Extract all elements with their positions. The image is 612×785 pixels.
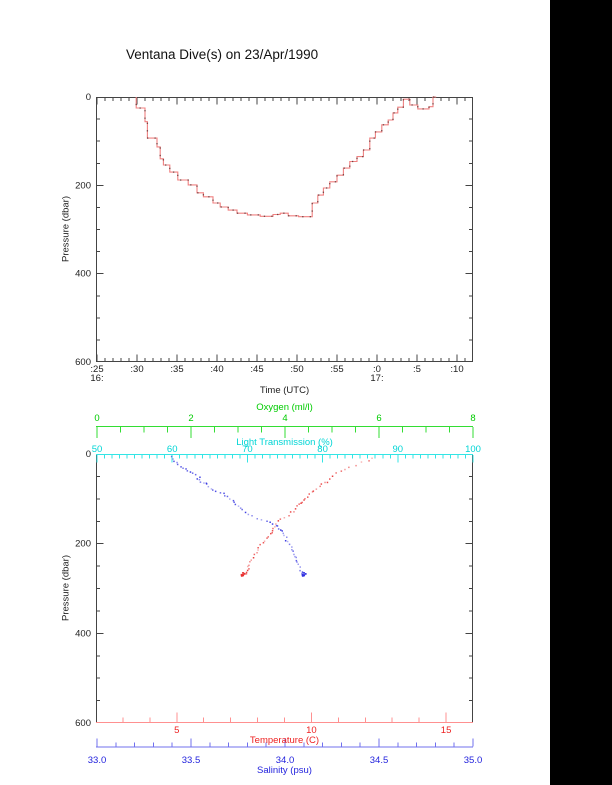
tick-label: :55 [330, 364, 343, 375]
tick-label: 8 [470, 413, 475, 424]
oxygen-axis: 0 2 4 6 8 [94, 413, 476, 438]
tick-label: 35.0 [464, 755, 483, 766]
dive-profile-line [135, 96, 437, 218]
tick-label: :10 [450, 364, 463, 375]
tick-label: 70 [242, 444, 253, 455]
scan-border-right [550, 0, 612, 785]
tick-label: 100 [465, 444, 481, 455]
tick-label: 400 [75, 269, 91, 280]
tick-label: :40 [210, 364, 223, 375]
tick-label: 34.0 [276, 755, 295, 766]
tick-label: 33.5 [182, 755, 201, 766]
tick-label: :30 [130, 364, 143, 375]
tick-label: :25 [90, 364, 103, 375]
tick-label: 90 [393, 444, 404, 455]
time-axis-label: Time (UTC) [259, 385, 310, 396]
tick-label: :45 [250, 364, 263, 375]
hour-label-17: 17: [370, 373, 384, 384]
light-transmission-axis-label: Light Transmission (%) [236, 437, 333, 448]
tick-label: 600 [75, 718, 91, 729]
hour-label-16: 16: [90, 373, 104, 384]
tick-label: 200 [75, 539, 91, 550]
tick-label: 400 [75, 628, 91, 639]
tick-label: 34.5 [370, 755, 389, 766]
salinity-axis-label: Salinity (psu) [257, 765, 312, 776]
temperature-axis: 5 10 15 [96, 712, 473, 736]
salinity-profile [170, 455, 307, 577]
tick-label: 60 [167, 444, 178, 455]
tick-label: 15 [441, 725, 452, 736]
light-axis: 50 60 70 80 90 100 [92, 444, 481, 463]
tick-label: 4 [282, 413, 287, 424]
tick-label: 10 [306, 725, 317, 736]
tick-label: 5 [174, 725, 179, 736]
tick-label: 0 [86, 92, 91, 103]
tick-label: 2 [188, 413, 193, 424]
tick-label: 0 [86, 449, 91, 460]
figure-title: Ventana Dive(s) on 23/Apr/1990 [126, 47, 319, 62]
tick-label: 200 [75, 180, 91, 191]
top-plot: 0 200 400 600:25 :30 :35 :40 :45 :50 :55 :0 :5 :10 [75, 92, 473, 375]
tick-label: :5 [413, 364, 421, 375]
tick-label: 6 [376, 413, 381, 424]
tick-label: 50 [92, 444, 103, 455]
temperature-axis-label: Temperature (C) [249, 735, 320, 746]
bottom-pressure-axis-label: Pressure (dbar) [60, 555, 72, 621]
tick-label: :0 [373, 364, 381, 375]
tick-label: 80 [317, 444, 328, 455]
oxygen-axis-label: Oxygen (ml/l) [256, 402, 313, 413]
salinity-axis: 33.0 33.5 34.0 34.5 35.0 [88, 738, 483, 766]
tick-label: 33.0 [88, 755, 107, 766]
temperature-profile [240, 457, 373, 577]
tick-label: :50 [290, 364, 303, 375]
tick-label: :35 [170, 364, 183, 375]
tick-label: 600 [75, 357, 91, 368]
top-pressure-axis-label: Pressure (dbar) [60, 196, 72, 262]
bottom-plot: 0 200 400 600 [75, 449, 473, 729]
tick-label: 0 [94, 413, 99, 424]
